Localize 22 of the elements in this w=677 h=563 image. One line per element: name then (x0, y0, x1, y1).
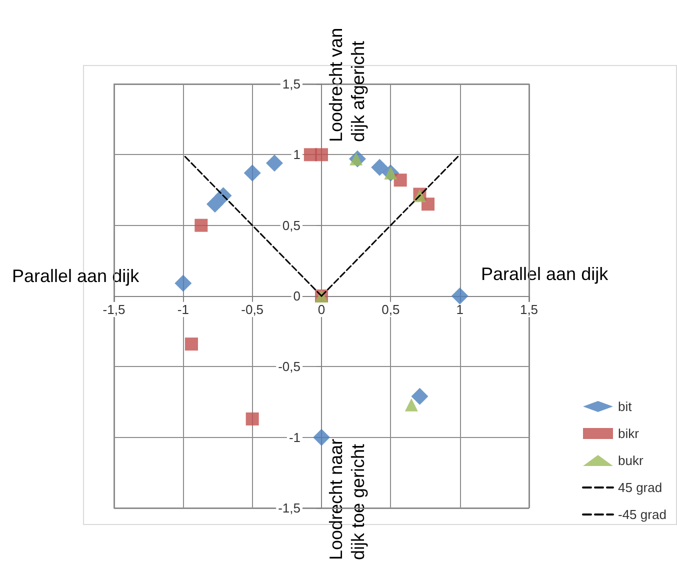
legend-label: bikr (618, 426, 640, 441)
y-tick-label: 1 (293, 147, 300, 162)
x-tick-label: -1,5 (102, 302, 126, 317)
x-tick-label: -1 (177, 302, 189, 317)
legend-label: bit (618, 399, 632, 414)
x-tick-label: 0,5 (382, 302, 400, 317)
y-tick-label: -1,5 (278, 500, 300, 516)
y-tick-label: 0 (293, 288, 300, 304)
y-tick-label: -1 (288, 430, 300, 445)
x-tick-label: -0,5 (241, 302, 264, 317)
legend-label: bukr (618, 453, 644, 468)
x-tick-label: 1,5 (520, 302, 538, 317)
x-tick-label: 0 (318, 302, 326, 317)
annotation: Parallel aan dijk (481, 264, 610, 284)
legend-label: -45 grad (618, 507, 666, 522)
annotation: Loodrecht van dijk afgericht (326, 28, 368, 142)
annotation: Loodrecht naar dijk toe gericht (326, 438, 368, 560)
y-tick-label: 1,5 (282, 76, 300, 92)
x-tick-label: 1 (456, 302, 464, 317)
legend-label: 45 grad (618, 480, 662, 495)
y-tick-label: -0,5 (278, 359, 300, 374)
y-tick-label: 0,5 (282, 218, 300, 233)
